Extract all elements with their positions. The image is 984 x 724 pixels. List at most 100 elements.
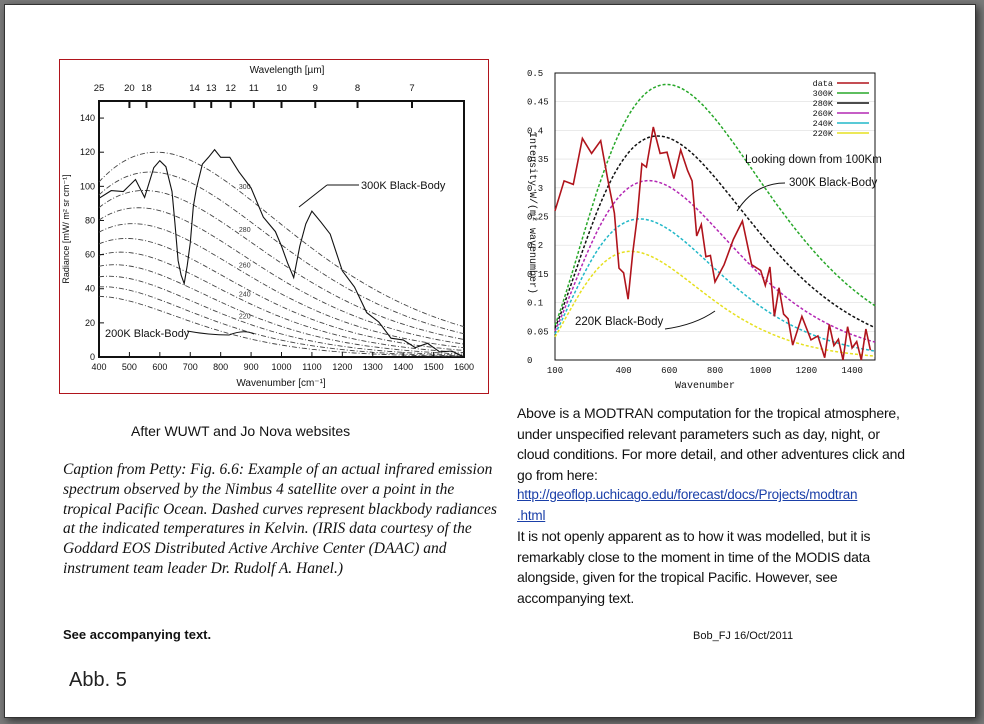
y-axis-label: Intensity W/(m² wavenumber)	[526, 132, 538, 294]
measured-spectrum	[98, 148, 465, 358]
x-tick-labels: 100 400 600 800 1000 1200 1400	[547, 366, 863, 376]
y-tick-label: 0.4	[527, 126, 543, 136]
x-tick-label: 1400	[841, 366, 863, 376]
wavelength-tick-label: 18	[141, 83, 152, 94]
curve-labels: 300 280 260 240 220	[239, 184, 251, 321]
y-tick-label: 0	[90, 352, 95, 362]
y-tick-label: 60	[85, 250, 95, 260]
wavelength-axis-label: Wavelength [µm]	[250, 65, 325, 76]
y-tick-label: 140	[80, 113, 95, 123]
figure-caption: Caption from Petty: Fig. 6.6: Example of…	[63, 461, 497, 577]
curve-label: 300	[239, 184, 251, 191]
x-axis-label: Wavenumber	[675, 380, 735, 392]
blackbody-curve-220k	[98, 275, 464, 356]
x-tick-label: 900	[244, 362, 259, 372]
blackbody-curve-280k	[98, 190, 465, 340]
legend-label: 300K	[813, 89, 834, 99]
y-tick-label: 0.2	[527, 241, 543, 251]
y-tick-labels: 0 0.05 0.1 0.15 0.2 0.25 0.3 0.35 0.4 0.45 0.5	[527, 69, 549, 366]
curve-label: 260	[239, 263, 251, 270]
description-paragraph-1: Above is a MODTRAN computation for the t…	[517, 405, 905, 483]
x-tick-label: 800	[213, 362, 228, 372]
plot-frame	[554, 72, 876, 361]
x-tick-label: 800	[707, 366, 723, 376]
curve-label: 240	[239, 291, 251, 298]
callout-300k-line	[298, 184, 328, 208]
y-tick-label: 0.05	[527, 327, 549, 337]
blackbody-curve-270k	[98, 207, 465, 345]
y-tick-label: 0.25	[527, 213, 549, 223]
x-axis-label: Wavenumber [cm⁻¹]	[236, 378, 326, 389]
slide: Wavelength [µm] 25 20 18 14 13 12 11 10 9 8 7 300 2…	[4, 4, 976, 718]
link-line-1[interactable]: http://geoflop.uchicago.edu/forecast/doc…	[517, 487, 858, 502]
y-tick-labels: 0 20 40 60 80 100 120 140	[80, 113, 104, 362]
nimbus-spectrum-chart: Wavelength [µm] 25 20 18 14 13 12 11 10 9 8 7 300 2…	[59, 59, 489, 394]
blackbody-curve-240k	[554, 218, 876, 352]
legend-label: 220K	[813, 129, 834, 139]
x-tick-label: 1400	[393, 362, 413, 372]
wavelength-tick-label: 25	[94, 83, 105, 94]
blackbody-curve-230k	[98, 264, 465, 355]
modtran-link[interactable]: http://geoflop.uchicago.edu/forecast/doc…	[517, 485, 907, 526]
wavelength-tick-label: 11	[249, 83, 259, 94]
annotation-300k: 300K Black-Body	[361, 180, 446, 192]
x-tick-label: 1000	[750, 366, 772, 376]
legend-label: 280K	[813, 99, 834, 109]
x-tick-label: 400	[615, 366, 631, 376]
x-tick-label: 500	[122, 362, 137, 372]
modtran-description: Above is a MODTRAN computation for the t…	[517, 403, 907, 608]
y-tick-label: 0.15	[527, 270, 549, 280]
blackbody-curve-260k	[98, 223, 465, 349]
wavelength-tick-label: 13	[206, 83, 217, 94]
description-paragraph-2: It is not openly apparent as to how it w…	[517, 528, 871, 606]
x-tick-labels: 400 500 600 700 800 900 1000 1100 1200 1300 1400 15…	[91, 352, 474, 372]
wavelength-tick-label: 12	[225, 83, 236, 94]
blackbody-curve-250k	[98, 238, 465, 351]
blackbody-curve-240k	[98, 251, 465, 354]
wavelength-tick-label: 9	[313, 83, 318, 94]
y-tick-label: 20	[85, 318, 95, 328]
modtran-chart: 0 0.05 0.1 0.15 0.2 0.25 0.3 0.35 0.4 0.45 0.5 100…	[526, 69, 882, 392]
x-tick-label: 1600	[454, 362, 474, 372]
signature: Bob_FJ 16/Oct/2011	[693, 630, 794, 642]
y-tick-label: 80	[85, 215, 95, 225]
wavelength-tick-label: 20	[124, 83, 135, 94]
blackbody-curve-260k	[554, 179, 876, 343]
x-tick-label: 1300	[363, 362, 383, 372]
wavelength-tick-label: 10	[276, 83, 287, 94]
x-tick-label: 1200	[332, 362, 352, 372]
x-tick-label: 400	[91, 362, 106, 372]
callout-300k-line	[736, 182, 786, 212]
y-tick-label: 100	[80, 181, 95, 191]
y-axis-label: Radiance [mW/ m² sr cm⁻¹]	[61, 174, 71, 283]
see-accompanying-text: See accompanying text.	[63, 627, 212, 642]
y-tick-label: 0.35	[527, 155, 549, 165]
measured-spectrum-line	[554, 126, 872, 361]
x-tick-label: 600	[152, 362, 167, 372]
annotation-looking-down: Looking down from 100Km	[745, 154, 882, 166]
annotation-200k: 200K Black-Body	[105, 328, 190, 340]
y-tick-label: 120	[80, 147, 95, 157]
credit-text: After WUWT and Jo Nova websites	[131, 423, 351, 439]
legend-label: 260K	[813, 109, 834, 119]
x-tick-label: 1000	[271, 362, 291, 372]
y-tick-label: 0.5	[527, 69, 543, 79]
measured-spectrum	[554, 126, 872, 361]
curve-label: 280	[239, 227, 251, 234]
link-line-2[interactable]: .html	[517, 507, 546, 523]
blackbody-curve-300k	[98, 151, 465, 328]
x-tick-label: 1100	[302, 362, 321, 372]
blackbody-curve-300k	[554, 83, 876, 326]
wavelength-tick-label: 8	[355, 83, 360, 94]
x-tick-label: 700	[183, 362, 198, 372]
annotation-220k: 220K Black-Body	[575, 316, 663, 328]
callout-220k-line	[664, 310, 716, 330]
curve-label: 220	[239, 313, 251, 320]
wavelength-tick-label: 7	[409, 83, 414, 94]
x-tick-label: 1200	[796, 366, 818, 376]
callout-200k-line	[186, 330, 255, 336]
y-tick-label: 40	[85, 284, 95, 294]
annotation-300k: 300K Black-Body	[789, 177, 877, 189]
y-tick-label: 0.1	[527, 299, 543, 309]
